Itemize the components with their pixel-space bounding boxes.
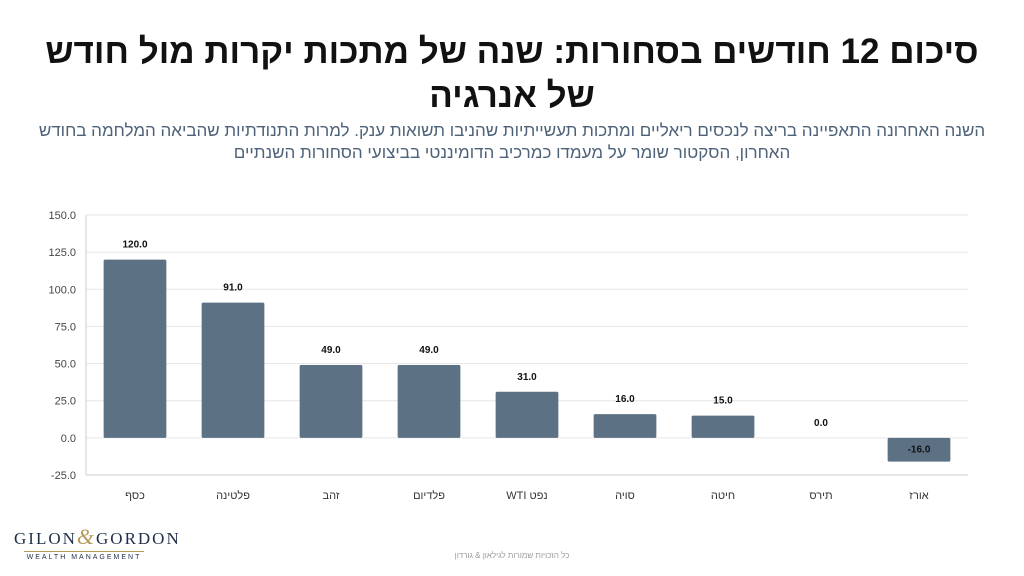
y-tick-label: 125.0 <box>48 247 76 259</box>
bar <box>103 259 167 438</box>
data-label: 120.0 <box>122 240 147 251</box>
page-title: סיכום 12 חודשים בסחורות: שנה של מתכות יק… <box>45 32 979 115</box>
bar <box>397 365 461 438</box>
x-category-label: סויה <box>615 490 635 502</box>
y-tick-label: 25.0 <box>55 396 76 408</box>
brand-logo: GILON&GORDON WEALTH MANAGEMENT <box>14 524 179 563</box>
data-label: 49.0 <box>321 345 341 356</box>
y-tick-label: 0.0 <box>61 433 76 445</box>
logo-tagline: WEALTH MANAGEMENT <box>26 554 142 561</box>
chart-bars <box>103 259 951 462</box>
x-category-label: חיטה <box>711 490 735 502</box>
bar <box>299 365 363 438</box>
y-tick-label: 75.0 <box>55 321 76 333</box>
x-category-label: WTI נפט <box>506 490 547 502</box>
data-label: 31.0 <box>517 372 537 383</box>
x-category-label: כסף <box>125 490 145 502</box>
data-label: 15.0 <box>713 396 733 407</box>
logo-ampersand: & <box>76 524 97 549</box>
logo-wordmark: GILON&GORDON <box>14 524 179 549</box>
data-label: 16.0 <box>615 394 635 405</box>
data-label: -16.0 <box>908 445 931 456</box>
copyright-footer: כל הזכויות שמורות לגילאון & גורדון <box>454 551 570 560</box>
bar <box>201 302 265 438</box>
data-label: 0.0 <box>814 418 828 429</box>
page-subtitle: השנה האחרונה התאפיינה בריצה לנכסים ריאלי… <box>38 121 986 162</box>
bar <box>495 391 559 438</box>
bar <box>593 414 657 438</box>
x-category-label: תירס <box>809 490 832 502</box>
bar <box>887 437 951 462</box>
data-label: 49.0 <box>419 345 439 356</box>
chart-axes <box>85 215 968 476</box>
bar <box>691 415 755 438</box>
logo-left-word: GILON <box>14 529 77 548</box>
x-category-label: פלדיום <box>413 489 445 502</box>
x-category-label: אורז <box>909 490 929 502</box>
logo-divider <box>24 551 144 552</box>
chart-labels: 150.0 125.0 100.0 75.0 50.0 25.0 0.0 -25.0 120.0… <box>48 210 930 502</box>
bar-chart: 150.0 125.0 100.0 75.0 50.0 25.0 0.0 -25.0 120.0… <box>48 210 968 502</box>
logo-right-word: GORDON <box>96 529 181 548</box>
y-tick-label: 150.0 <box>48 210 76 222</box>
x-category-label: זהב <box>323 490 340 502</box>
x-category-label: פלטינה <box>216 489 250 502</box>
y-tick-label: -25.0 <box>51 470 76 482</box>
data-label: 91.0 <box>223 283 243 294</box>
y-tick-label: 50.0 <box>55 359 76 371</box>
y-tick-label: 100.0 <box>48 284 76 296</box>
